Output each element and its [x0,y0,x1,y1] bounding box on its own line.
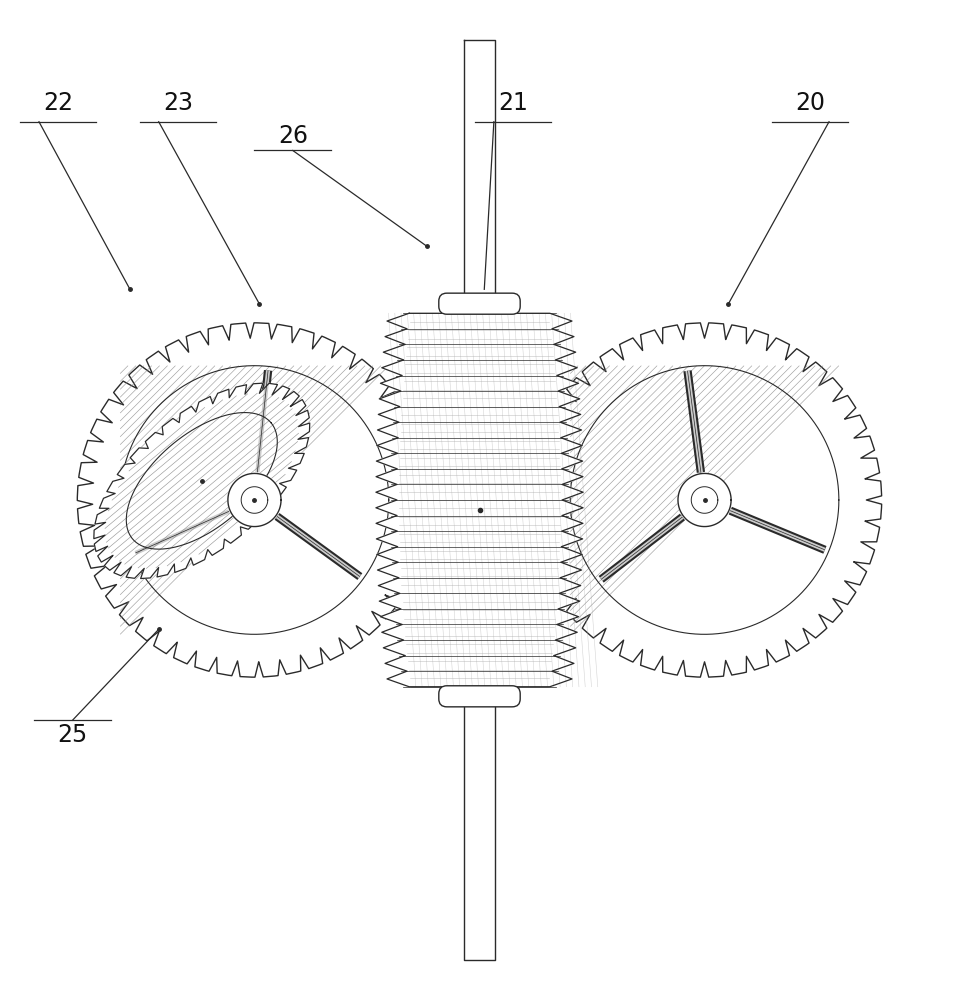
Polygon shape [228,473,281,527]
Polygon shape [94,383,310,579]
Text: 23: 23 [163,91,193,115]
Polygon shape [241,487,268,513]
Text: 26: 26 [278,124,308,148]
Polygon shape [464,40,495,960]
Text: 21: 21 [498,91,528,115]
FancyBboxPatch shape [439,686,520,707]
Text: 20: 20 [795,91,825,115]
Polygon shape [376,313,583,687]
Polygon shape [527,323,881,677]
FancyBboxPatch shape [439,293,520,314]
Polygon shape [691,487,718,513]
Text: 25: 25 [58,723,87,747]
Polygon shape [678,473,731,527]
Text: 22: 22 [43,91,73,115]
Polygon shape [78,323,432,677]
